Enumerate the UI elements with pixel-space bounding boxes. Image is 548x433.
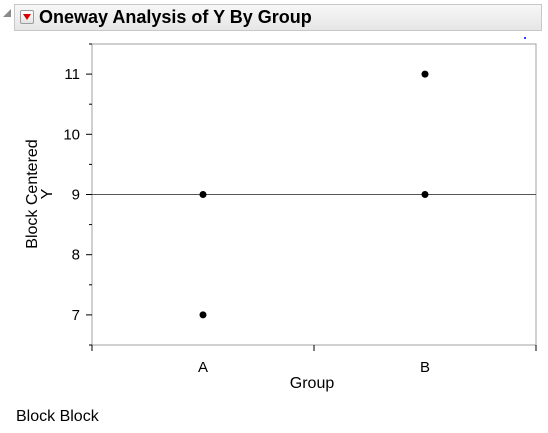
title-bar: Oneway Analysis of Y By Group [14,4,542,31]
y-tick-label: 7 [72,307,80,324]
data-point[interactable] [421,191,429,198]
red-triangle-hotspot-icon [23,14,31,20]
y-axis-title-line2: Y [39,188,56,199]
y-tick-label: 9 [72,187,80,204]
outline-header: Oneway Analysis of Y By Group [0,0,548,34]
y-axis[interactable]: 7 8 9 10 11 [63,43,93,346]
data-point[interactable] [421,70,429,78]
data-point[interactable] [199,311,207,319]
y-tick-label: 10 [63,126,80,143]
y-axis-title-line1: Block Centered [24,139,41,248]
x-axis-title: Group [290,375,335,392]
selection-marker [524,37,526,39]
red-triangle-hotspot-button[interactable] [20,10,34,24]
x-tick-label: B [420,359,430,376]
x-tick-label: A [198,359,208,376]
y-tick-label: 11 [64,66,80,83]
data-points[interactable] [199,70,429,319]
data-point[interactable] [199,191,207,198]
report-title: Oneway Analysis of Y By Group [39,7,312,27]
disclosure-triangle-icon[interactable] [3,9,11,17]
footer-label: Block Block [16,408,99,425]
y-tick-label: 8 [72,247,80,264]
